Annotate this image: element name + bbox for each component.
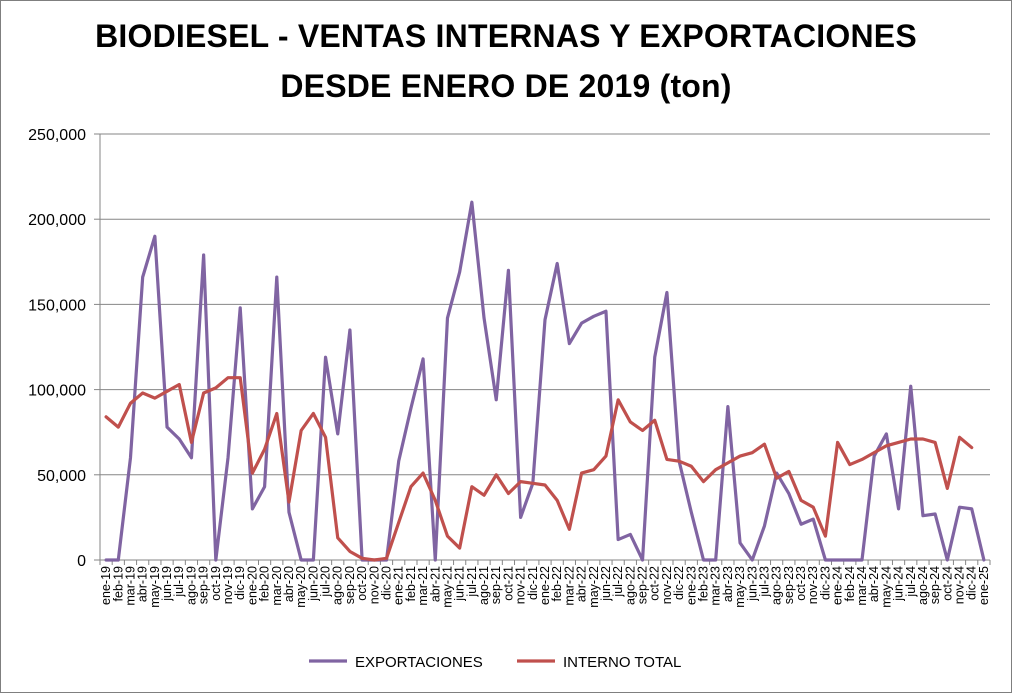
x-tick-label: ago-19: [184, 566, 198, 605]
x-tick-label: oct-24: [940, 566, 954, 601]
y-tick-label: 250,000: [28, 127, 86, 144]
gridlines: [100, 133, 990, 476]
x-tick-label: ago-24: [916, 566, 930, 605]
x-tick-label: mar-20: [270, 566, 284, 606]
x-tick-label: ene-22: [538, 566, 552, 605]
x-tick-label: jul-21: [465, 566, 479, 598]
x-tick-label: jul-24: [904, 566, 918, 598]
x-tick-label: nov-24: [953, 566, 967, 604]
chart-subtitle: DESDE ENERO DE 2019 (ton): [280, 68, 732, 104]
x-tick-label: jun-24: [892, 566, 906, 602]
x-tick-label: mar-23: [709, 566, 723, 606]
x-tick-label: ago-22: [623, 566, 637, 605]
x-tick-label: ene-20: [245, 566, 259, 605]
x-tick-label: nov-23: [806, 566, 820, 604]
series-lines: [104, 200, 986, 562]
x-tick-label: oct-19: [209, 566, 223, 601]
x-tick-label: feb-21: [404, 566, 418, 601]
x-tick-label: feb-19: [111, 566, 125, 601]
x-tick-label: dic-21: [526, 566, 540, 600]
x-tick-label: mar-19: [123, 566, 137, 606]
x-tick-label: ene-23: [684, 566, 698, 605]
x-tick-label: abr-22: [575, 566, 589, 602]
x-tick-label: jun-21: [453, 566, 467, 602]
x-tick-label: may-21: [440, 566, 454, 608]
x-tick-label: feb-20: [258, 566, 272, 601]
x-tick-label: mar-21: [416, 566, 430, 606]
x-axis-ticks: ene-19feb-19mar-19abr-19may-19jun-19jul-…: [99, 566, 991, 608]
series-line-exportaciones: [104, 200, 986, 562]
x-tick-label: feb-22: [550, 566, 564, 601]
y-tick-label: 150,000: [28, 297, 86, 314]
x-tick-label: jun-20: [306, 566, 320, 602]
x-tick-label: ago-20: [331, 566, 345, 605]
x-tick-label: nov-21: [514, 566, 528, 604]
x-tick-label: abr-23: [721, 566, 735, 602]
x-tick-label: abr-21: [428, 566, 442, 602]
x-tick-label: sep-19: [197, 566, 211, 604]
x-tick-label: dic-23: [818, 566, 832, 600]
y-tick-label: 200,000: [28, 212, 86, 229]
x-tick-label: oct-20: [355, 566, 369, 601]
x-tick-label: nov-20: [367, 566, 381, 604]
x-tick-label: sep-24: [928, 566, 942, 604]
x-tick-label: dic-20: [380, 566, 394, 600]
x-tick-label: ene-19: [99, 566, 113, 605]
x-tick-label: jun-19: [160, 566, 174, 602]
x-tick-label: oct-22: [648, 566, 662, 601]
x-tick-label: mar-24: [855, 566, 869, 606]
x-tick-label: jun-22: [599, 566, 613, 602]
x-tick-label: nov-19: [221, 566, 235, 604]
x-tick-label: sep-22: [636, 566, 650, 604]
y-tick-label: 100,000: [28, 383, 86, 400]
x-tick-label: ago-23: [770, 566, 784, 605]
x-tick-label: sep-21: [489, 566, 503, 604]
x-tick-label: may-24: [879, 566, 893, 608]
x-tick-label: dic-22: [672, 566, 686, 600]
x-tick-label: jun-23: [745, 566, 759, 602]
legend-label: INTERNO TOTAL: [563, 654, 681, 671]
x-tick-label: ago-21: [477, 566, 491, 605]
x-tick-label: dic-24: [965, 566, 979, 600]
y-axis-ticks: 0 50,000 100,000 150,000 200,000 250,000: [28, 127, 86, 570]
x-tick-label: sep-20: [343, 566, 357, 604]
x-tick-label: nov-22: [660, 566, 674, 604]
x-tick-label: jul-23: [757, 566, 771, 598]
x-tick-label: may-19: [148, 566, 162, 608]
x-tick-label: abr-19: [136, 566, 150, 602]
x-tick-label: oct-21: [501, 566, 515, 601]
x-tick-label: mar-22: [562, 566, 576, 606]
x-tick-label: ene-21: [392, 566, 406, 605]
x-tick-label: abr-24: [867, 566, 881, 602]
y-tick-label: 0: [77, 553, 86, 570]
legend-label: EXPORTACIONES: [355, 654, 483, 671]
x-tick-label: jul-22: [611, 566, 625, 598]
x-tick-label: ene-24: [831, 566, 845, 605]
x-tick-label: abr-20: [282, 566, 296, 602]
x-tick-label: jul-20: [319, 566, 333, 598]
x-tick-label: feb-23: [696, 566, 710, 601]
x-tick-label: ene-25: [977, 566, 991, 605]
x-tick-label: may-23: [733, 566, 747, 608]
x-tick-label: may-20: [294, 566, 308, 608]
x-tick-label: jul-19: [172, 566, 186, 598]
chart-title: BIODIESEL - VENTAS INTERNAS Y EXPORTACIO…: [95, 18, 917, 54]
x-tick-label: oct-23: [794, 566, 808, 601]
x-tick-label: may-22: [587, 566, 601, 608]
x-tick-label: sep-23: [782, 566, 796, 604]
series-line-interno-total: [104, 376, 974, 562]
x-tick-label: dic-19: [233, 566, 247, 600]
legend: EXPORTACIONES INTERNO TOTAL: [309, 654, 681, 671]
x-tick-label: feb-24: [843, 566, 857, 601]
y-tick-label: 50,000: [37, 468, 86, 485]
